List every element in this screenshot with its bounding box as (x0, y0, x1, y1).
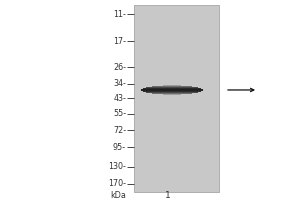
Text: 43-: 43- (113, 94, 126, 103)
Text: 17-: 17- (113, 37, 126, 46)
Text: 130-: 130- (108, 162, 126, 171)
Text: 26-: 26- (113, 63, 126, 72)
Text: 72-: 72- (113, 126, 126, 135)
Text: 55-: 55- (113, 109, 126, 118)
Text: 95-: 95- (113, 143, 126, 152)
Text: kDa: kDa (110, 191, 126, 200)
Text: 1: 1 (165, 191, 171, 200)
Text: 170-: 170- (108, 179, 126, 188)
Bar (134, 5, 219, 192)
Text: 34-: 34- (113, 79, 126, 88)
Text: 11-: 11- (113, 10, 126, 19)
